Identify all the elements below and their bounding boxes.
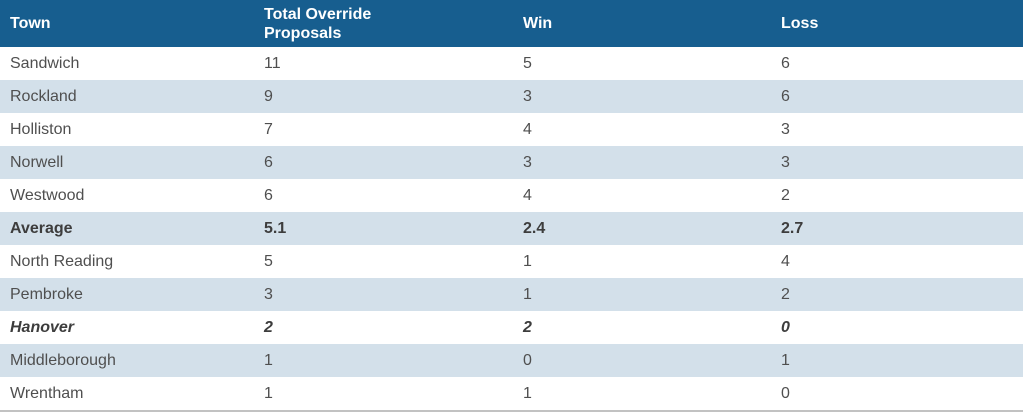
cell-town: Norwell bbox=[0, 146, 254, 179]
cell-total: 6 bbox=[264, 187, 273, 204]
cell-total: 5.1 bbox=[254, 212, 513, 245]
cell-win: 0 bbox=[513, 344, 771, 377]
cell-win: 4 bbox=[523, 187, 532, 204]
cell-town: Middleborough bbox=[0, 344, 254, 377]
cell-total: 9 bbox=[254, 80, 513, 113]
cell-win: 3 bbox=[513, 80, 771, 113]
table-row: Wrentham 1 1 0 bbox=[0, 377, 1023, 411]
cell-total: 3 bbox=[254, 278, 513, 311]
cell-loss: 0 bbox=[781, 385, 790, 402]
cell-loss: 1 bbox=[771, 344, 1023, 377]
cell-win: 1 bbox=[523, 385, 532, 402]
cell-total: 2 bbox=[264, 319, 273, 336]
table-row: Middleborough 1 0 1 bbox=[0, 344, 1023, 377]
cell-win: 4 bbox=[523, 121, 532, 138]
table-row: Holliston 7 4 3 bbox=[0, 113, 1023, 146]
cell-win: 2.4 bbox=[513, 212, 771, 245]
cell-town: Average bbox=[0, 212, 254, 245]
cell-town: Rockland bbox=[0, 80, 254, 113]
table-row: Norwell 6 3 3 bbox=[0, 146, 1023, 179]
table-row: Westwood 6 4 2 bbox=[0, 179, 1023, 212]
cell-loss: 3 bbox=[771, 146, 1023, 179]
cell-town: Sandwich bbox=[10, 55, 80, 72]
cell-town: Holliston bbox=[10, 121, 72, 138]
cell-loss: 2 bbox=[781, 187, 790, 204]
table-body: Sandwich 11 5 6 Rockland 9 3 6 Holliston 7 4 3 Norwe… bbox=[0, 47, 1023, 411]
table-row: Hanover 2 2 0 bbox=[0, 311, 1023, 344]
column-header-total-override-proposals: Total Override Proposals bbox=[254, 0, 513, 47]
cell-town: Hanover bbox=[10, 319, 75, 336]
cell-win: 3 bbox=[513, 146, 771, 179]
table-row: Pembroke 3 1 2 bbox=[0, 278, 1023, 311]
column-header-win: Win bbox=[513, 0, 771, 47]
cell-town: Wrentham bbox=[10, 385, 84, 402]
column-header-win-label: Win bbox=[523, 15, 553, 32]
cell-town: North Reading bbox=[10, 253, 114, 270]
cell-loss: 2 bbox=[771, 278, 1023, 311]
header-row: Town Total Override Proposals Win Loss bbox=[0, 0, 1023, 47]
table-row: Sandwich 11 5 6 bbox=[0, 47, 1023, 80]
table-row: North Reading 5 1 4 bbox=[0, 245, 1023, 278]
column-header-town-label: Town bbox=[10, 15, 51, 32]
column-header-loss-label: Loss bbox=[781, 15, 819, 32]
cell-loss: 6 bbox=[771, 80, 1023, 113]
cell-total: 6 bbox=[254, 146, 513, 179]
cell-loss: 0 bbox=[781, 319, 790, 336]
cell-total: 1 bbox=[264, 385, 273, 402]
cell-total: 7 bbox=[264, 121, 273, 138]
cell-town: Pembroke bbox=[0, 278, 254, 311]
cell-total: 11 bbox=[264, 55, 281, 72]
table-row: Rockland 9 3 6 bbox=[0, 80, 1023, 113]
cell-total: 5 bbox=[264, 253, 273, 270]
cell-town: Westwood bbox=[10, 187, 85, 204]
column-header-loss: Loss bbox=[771, 0, 1023, 47]
cell-loss: 6 bbox=[781, 55, 790, 72]
cell-loss: 4 bbox=[781, 253, 790, 270]
table-header: Town Total Override Proposals Win Loss bbox=[0, 0, 1023, 47]
cell-win: 5 bbox=[523, 55, 532, 72]
table-row: Average 5.1 2.4 2.7 bbox=[0, 212, 1023, 245]
column-header-town: Town bbox=[0, 0, 254, 47]
cell-total: 1 bbox=[254, 344, 513, 377]
cell-win: 1 bbox=[523, 253, 532, 270]
cell-loss: 3 bbox=[781, 121, 790, 138]
cell-win: 1 bbox=[513, 278, 771, 311]
cell-loss: 2.7 bbox=[771, 212, 1023, 245]
cell-win: 2 bbox=[523, 319, 532, 336]
column-header-total-override-proposals-label: Total Override Proposals bbox=[264, 5, 372, 42]
